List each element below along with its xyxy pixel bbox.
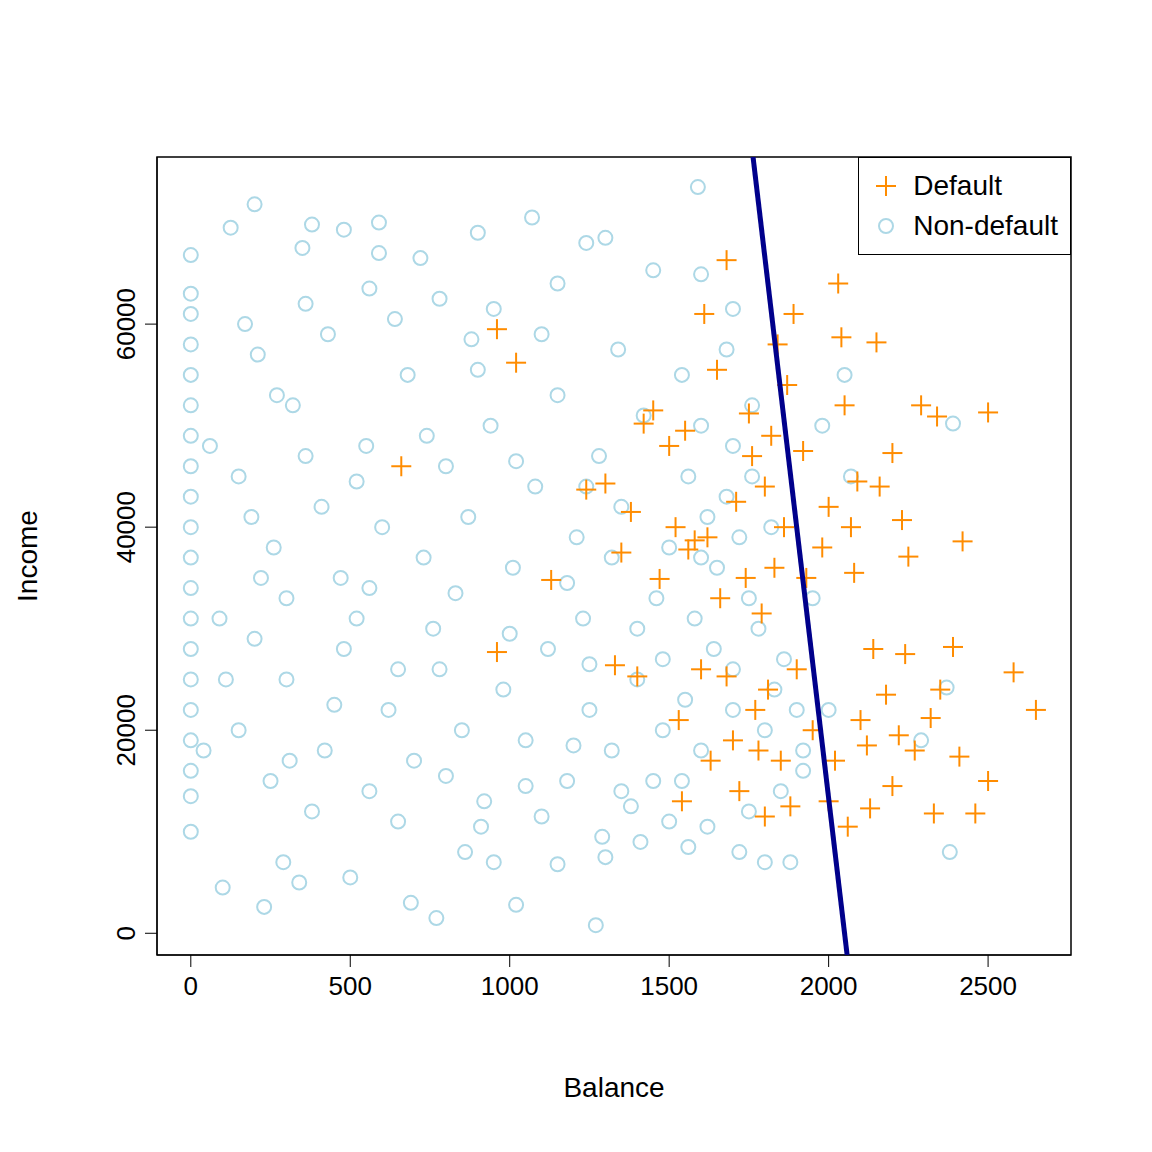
svg-text:0: 0 (184, 971, 198, 1001)
svg-text:2500: 2500 (959, 971, 1017, 1001)
svg-text:0: 0 (111, 926, 141, 940)
svg-text:60000: 60000 (111, 288, 141, 360)
html-text:Default: Default (913, 170, 1002, 201)
svg-text:20000: 20000 (111, 694, 141, 766)
html-text:Balance: Balance (563, 1072, 665, 1103)
html-text:Income: Income (12, 510, 43, 602)
svg-text:2000: 2000 (800, 971, 858, 1001)
svg-text:40000: 40000 (111, 491, 141, 563)
svg-text:1500: 1500 (640, 971, 698, 1001)
html-text:Non-default: Non-default (913, 210, 1058, 241)
svg-text:500: 500 (329, 971, 372, 1001)
svg-text:1000: 1000 (481, 971, 539, 1001)
